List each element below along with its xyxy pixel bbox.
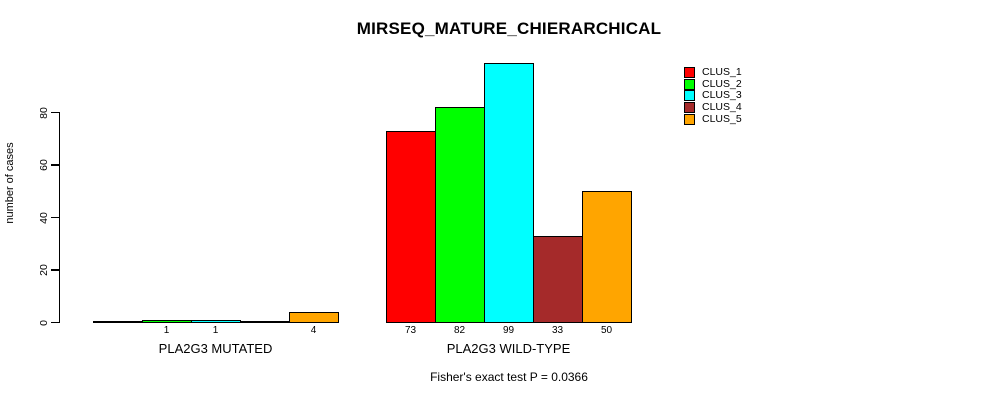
y-axis-label: number of cases	[4, 142, 16, 224]
bar-clus-2-pla2g3-mutated	[141, 319, 192, 323]
bar-clus-3-pla2g3-wild-type	[483, 62, 534, 323]
y-axis-line	[58, 112, 60, 323]
legend-item-clus_1: CLUS_1	[684, 67, 742, 79]
bar-value-label-clus-4-pla2g3-wild-type: 33	[551, 324, 564, 336]
bar-value-label-clus-5-pla2g3-wild-type: 50	[600, 324, 613, 336]
bar-value-label-clus-2-pla2g3-mutated: 1	[163, 324, 170, 336]
legend-swatch-clus_3	[684, 90, 695, 102]
bar-clus-4-pla2g3-wild-type	[532, 235, 583, 323]
bar-clus-2-pla2g3-wild-type	[434, 107, 485, 323]
legend-item-clus_3: CLUS_3	[684, 90, 742, 102]
y-tick-label: 40	[38, 211, 50, 224]
y-tick-label: 20	[38, 264, 50, 276]
y-tick-mark	[51, 269, 59, 271]
bar-clus-1-pla2g3-wild-type	[385, 130, 436, 323]
y-tick-mark	[51, 216, 59, 219]
legend-swatch-clus_4	[684, 102, 695, 114]
legend-label-clus_5: CLUS_5	[702, 112, 742, 125]
legend-label-clus_1: CLUS_1	[702, 66, 742, 79]
legend-label-clus_4: CLUS_4	[702, 101, 742, 114]
bar-value-label-clus-5-pla2g3-mutated: 4	[310, 324, 317, 336]
group-label-pla2g3-mutated: PLA2G3 MUTATED	[158, 341, 273, 356]
legend-swatch-clus_2	[684, 78, 695, 90]
y-tick-mark	[51, 321, 59, 324]
zero-bar-clus-1-pla2g3-mutated	[93, 321, 142, 323]
bar-value-label-clus-2-pla2g3-wild-type: 82	[453, 324, 466, 336]
y-tick-label: 60	[38, 159, 50, 171]
bar-clus-5-pla2g3-wild-type	[581, 191, 632, 323]
legend: CLUS_1 CLUS_2 CLUS_3 CLUS_4 CLUS_5	[684, 67, 742, 125]
zero-bar-clus-4-pla2g3-mutated	[240, 321, 289, 323]
y-tick-mark	[51, 111, 59, 114]
bar-clus-3-pla2g3-mutated	[190, 319, 241, 323]
legend-item-clus_5: CLUS_5	[684, 113, 742, 125]
y-tick-label: 80	[38, 106, 50, 119]
legend-swatch-clus_1	[684, 67, 695, 79]
group-label-pla2g3-wild-type: PLA2G3 WILD-TYPE	[446, 341, 571, 356]
y-tick-mark	[51, 164, 59, 166]
legend-label-clus_2: CLUS_2	[702, 77, 742, 90]
chart-title: MIRSEQ_MATURE_CHIERARCHICAL	[356, 19, 662, 38]
legend-swatch-clus_5	[684, 113, 695, 125]
legend-label-clus_3: CLUS_3	[702, 89, 742, 102]
legend-item-clus_4: CLUS_4	[684, 102, 742, 114]
bar-value-label-clus-3-pla2g3-mutated: 1	[212, 324, 219, 336]
subtitle-text: Fisher's exact test P = 0.0366	[430, 370, 588, 384]
bar-clus-5-pla2g3-mutated	[288, 312, 339, 323]
bar-value-label-clus-3-pla2g3-wild-type: 99	[502, 324, 515, 336]
y-tick-label: 0	[38, 319, 50, 326]
legend-item-clus_2: CLUS_2	[684, 77, 742, 91]
bar-value-label-clus-1-pla2g3-wild-type: 73	[404, 324, 417, 336]
